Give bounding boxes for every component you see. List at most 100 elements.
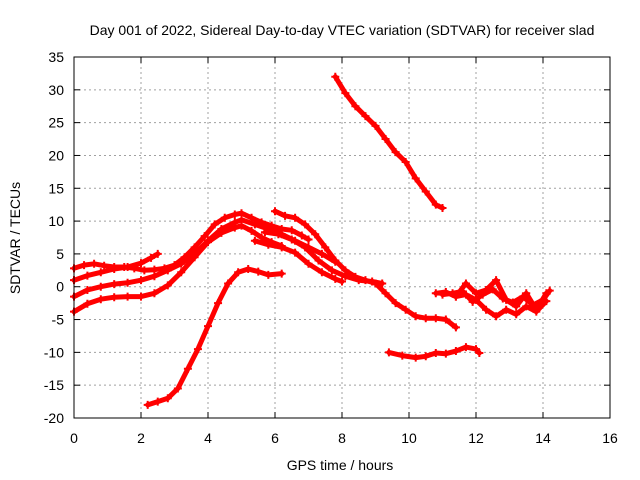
data-point	[204, 322, 212, 331]
data-point	[277, 269, 286, 278]
x-tick-label: 0	[70, 430, 78, 446]
data-point	[338, 277, 346, 286]
y-tick-label: 35	[48, 49, 64, 65]
data-point	[281, 211, 290, 220]
data-point	[378, 279, 387, 288]
data-point	[488, 285, 497, 294]
data-point	[137, 259, 145, 268]
data-point	[214, 299, 223, 308]
axis-ticks: 0 2 4 6 8 10 12 14 16 -20 -15 -10 -5 0 5 10 15 20 25 30 35	[44, 49, 618, 446]
data-point	[458, 287, 467, 296]
data-point	[381, 289, 390, 298]
data-point	[421, 352, 430, 361]
y-tick-label: 0	[56, 279, 64, 295]
data-point	[508, 298, 517, 307]
x-tick-label: 4	[204, 430, 212, 446]
data-point	[451, 347, 460, 356]
data-point	[83, 286, 92, 295]
data-point	[271, 207, 279, 216]
data-point	[177, 268, 186, 277]
y-tick-label: -5	[52, 312, 65, 328]
data-point	[438, 290, 447, 299]
data-point	[83, 271, 92, 280]
data-point	[451, 323, 460, 332]
y-tick-label: -15	[44, 377, 64, 393]
data-point	[327, 266, 336, 275]
data-point	[220, 213, 229, 222]
x-tick-label: 8	[338, 430, 346, 446]
data-point	[381, 135, 390, 144]
y-tick-label: 20	[48, 147, 64, 163]
data-point	[234, 268, 243, 277]
data-point	[317, 249, 326, 258]
data-point	[110, 265, 119, 274]
data-point	[321, 243, 330, 252]
data-point	[217, 228, 226, 237]
x-axis-label: GPS time / hours	[287, 457, 394, 473]
data-point	[150, 272, 159, 281]
series-line-arc-9	[332, 74, 445, 211]
data-point	[411, 174, 420, 183]
data-point	[431, 200, 440, 209]
data-point	[230, 210, 239, 219]
data-point	[301, 243, 310, 252]
data-point	[492, 312, 501, 321]
data-point	[311, 230, 320, 239]
data-point	[331, 256, 340, 265]
y-tick-label: 30	[48, 82, 64, 98]
data-point	[431, 289, 440, 298]
data-point	[421, 314, 430, 323]
series-line-arc-5	[272, 208, 459, 330]
data-point	[431, 314, 440, 323]
data-point	[163, 266, 172, 275]
data-point	[224, 279, 233, 288]
data-point	[96, 268, 105, 277]
data-point	[287, 235, 296, 244]
data-point	[461, 279, 470, 288]
data-point	[140, 266, 149, 275]
data-point	[411, 353, 420, 362]
data-point	[153, 397, 162, 406]
data-point	[237, 221, 246, 230]
data-point	[421, 187, 430, 196]
data-point	[100, 261, 109, 270]
data-point	[183, 364, 192, 373]
data-point	[539, 295, 547, 304]
data-point	[287, 226, 296, 235]
data-point	[230, 223, 239, 232]
y-tick-label: 10	[48, 213, 64, 229]
data-point	[190, 253, 199, 262]
data-point	[411, 312, 420, 321]
data-point	[96, 282, 105, 291]
y-axis-label: SDTVAR / TECUs	[7, 182, 23, 294]
data-point	[331, 274, 340, 283]
data-point	[277, 243, 286, 252]
data-point	[260, 228, 269, 237]
x-tick-label: 16	[602, 430, 618, 446]
data-point	[163, 394, 172, 403]
x-tick-label: 12	[468, 430, 484, 446]
data-point	[314, 256, 323, 265]
data-point	[264, 270, 273, 279]
y-tick-label: 25	[48, 115, 64, 131]
data-point	[153, 249, 162, 258]
data-point	[173, 384, 182, 393]
data-point	[83, 299, 92, 308]
data-point	[512, 310, 521, 319]
data-point	[498, 294, 507, 303]
data-point	[110, 280, 119, 289]
data-point	[478, 290, 487, 299]
data-point	[448, 289, 457, 298]
data-point	[401, 305, 410, 314]
data-point	[475, 349, 484, 358]
x-tick-label: 6	[271, 430, 279, 446]
data-point	[80, 261, 89, 270]
data-point	[401, 158, 410, 167]
data-point	[177, 259, 186, 268]
data-point	[250, 220, 259, 229]
data-point	[438, 203, 447, 212]
chart-title: Day 001 of 2022, Sidereal Day-to-day VTE…	[90, 22, 595, 38]
data-point	[254, 267, 263, 276]
data-point	[545, 286, 554, 295]
data-point	[331, 72, 340, 81]
